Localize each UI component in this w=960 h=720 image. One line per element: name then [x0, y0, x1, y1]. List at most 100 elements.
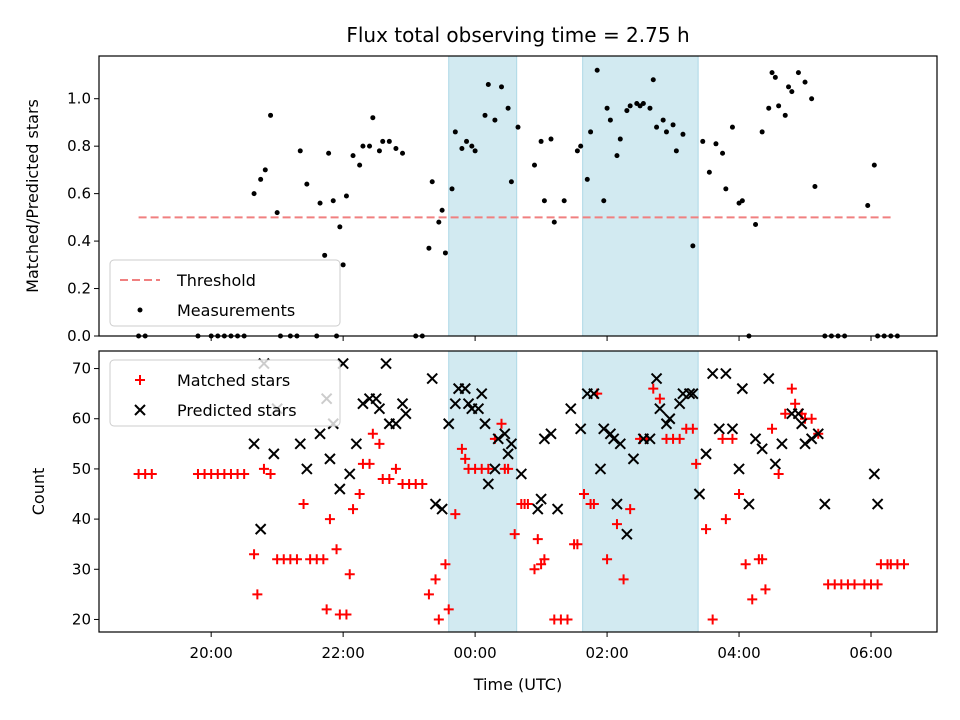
measurement-point: [574, 148, 580, 154]
y-tick-label: 20: [72, 610, 91, 628]
measurement-point: [337, 224, 343, 230]
matched-point: [757, 554, 768, 565]
legend-label: Measurements: [177, 301, 295, 320]
predicted-point: [749, 433, 762, 445]
measurement-point: [594, 67, 600, 73]
measurement-point: [723, 186, 729, 192]
predicted-point: [700, 448, 712, 460]
predicted-point: [380, 357, 392, 370]
matched-point: [872, 579, 883, 590]
measurement-point: [802, 79, 808, 85]
measurement-point: [614, 153, 620, 159]
matched-point: [258, 463, 269, 474]
measurement-point: [508, 179, 514, 185]
count-panel: 20 30 40 50 60 70 20:00 22:00 00:00 02:00 04:00 06…: [29, 350, 938, 662]
predicted-point: [301, 463, 313, 475]
measurement-point: [499, 84, 505, 90]
predicted-point: [462, 397, 475, 410]
predicted-point: [621, 528, 633, 540]
y-tick-label: 30: [72, 560, 91, 578]
matched-point: [430, 574, 441, 585]
legend-box: [109, 259, 341, 327]
measurement-point: [673, 148, 679, 154]
matched-point: [654, 393, 665, 404]
ratio-y-axis: 0.0 0.2 0.4 0.6 0.8 1.0: [67, 90, 99, 345]
measurement-point: [538, 138, 544, 144]
measurement-point: [650, 77, 656, 83]
matched-point: [390, 463, 401, 474]
measurement-point: [604, 105, 610, 111]
matched-point: [367, 428, 378, 439]
measurement-point: [627, 103, 633, 109]
y-tick-label: 60: [72, 410, 91, 428]
measurement-point: [617, 136, 623, 142]
predicted-point: [324, 453, 336, 465]
measurement-point: [776, 103, 782, 109]
measurement-point: [472, 148, 478, 154]
measurement-point: [376, 148, 382, 154]
matched-point: [740, 559, 751, 570]
ratio-panel: 0.0 0.2 0.4 0.6 0.8 1.0 Matched/Predicted sta…: [23, 55, 938, 345]
predicted-point: [769, 458, 782, 470]
measurement-point: [865, 202, 871, 208]
observing-window-band: [582, 56, 699, 336]
measurement-point: [442, 250, 448, 256]
matched-point: [364, 458, 375, 469]
predicted-point: [687, 387, 699, 400]
matched-point: [265, 468, 276, 479]
predicted-point: [588, 387, 600, 400]
predicted-point: [400, 408, 412, 420]
measurement-point: [262, 167, 268, 173]
measurement-point: [759, 129, 765, 135]
matched-point: [790, 398, 801, 409]
measurement-point: [584, 176, 590, 182]
measurement-point: [251, 191, 257, 197]
predicted-point: [538, 433, 551, 445]
matched-point: [291, 554, 302, 565]
matched-point: [483, 463, 494, 474]
predicted-point: [443, 418, 455, 430]
y-tick-label: 1.0: [67, 90, 91, 108]
predicted-point: [660, 418, 673, 430]
predicted-point: [334, 483, 346, 495]
legend-box: [109, 359, 341, 427]
matched-point: [433, 614, 444, 625]
measurement-point: [439, 207, 445, 213]
matched-point: [625, 504, 636, 515]
legend-label: Predicted stars: [177, 401, 297, 420]
matched-point: [786, 383, 797, 394]
matched-point: [239, 468, 250, 479]
matched-point: [562, 614, 573, 625]
predicted-point: [344, 468, 356, 480]
x-tick-label: 20:00: [190, 644, 233, 662]
y-tick-label: 0.2: [67, 280, 91, 298]
count-y-axis-label: Count: [29, 468, 48, 516]
predicted-point: [614, 438, 626, 450]
predicted-point: [248, 438, 260, 450]
x-axis-label: Time (UTC): [473, 675, 562, 694]
matched-point: [760, 584, 771, 595]
matched-point: [509, 529, 520, 540]
matched-point: [691, 458, 702, 469]
measurement-point: [357, 162, 363, 168]
matched-point: [374, 438, 385, 449]
matched-point: [648, 383, 659, 394]
matched-point: [539, 554, 550, 565]
legend-label: Threshold: [176, 271, 256, 290]
predicted-point: [396, 397, 409, 410]
predicted-point: [532, 503, 544, 515]
measurement-point: [720, 150, 726, 156]
predicted-point: [776, 438, 788, 450]
measurement-point: [607, 117, 613, 123]
matched-point: [780, 408, 791, 419]
measurement-point: [317, 200, 323, 206]
predicted-point: [390, 418, 402, 430]
chart-title: Flux total observing time = 2.75 h: [346, 23, 689, 47]
measurement-point: [464, 138, 470, 144]
measurement-point: [459, 146, 465, 152]
measurement-point: [343, 193, 349, 199]
measurement-point: [485, 81, 491, 87]
measurement-point: [578, 143, 584, 149]
matched-point: [522, 499, 533, 510]
